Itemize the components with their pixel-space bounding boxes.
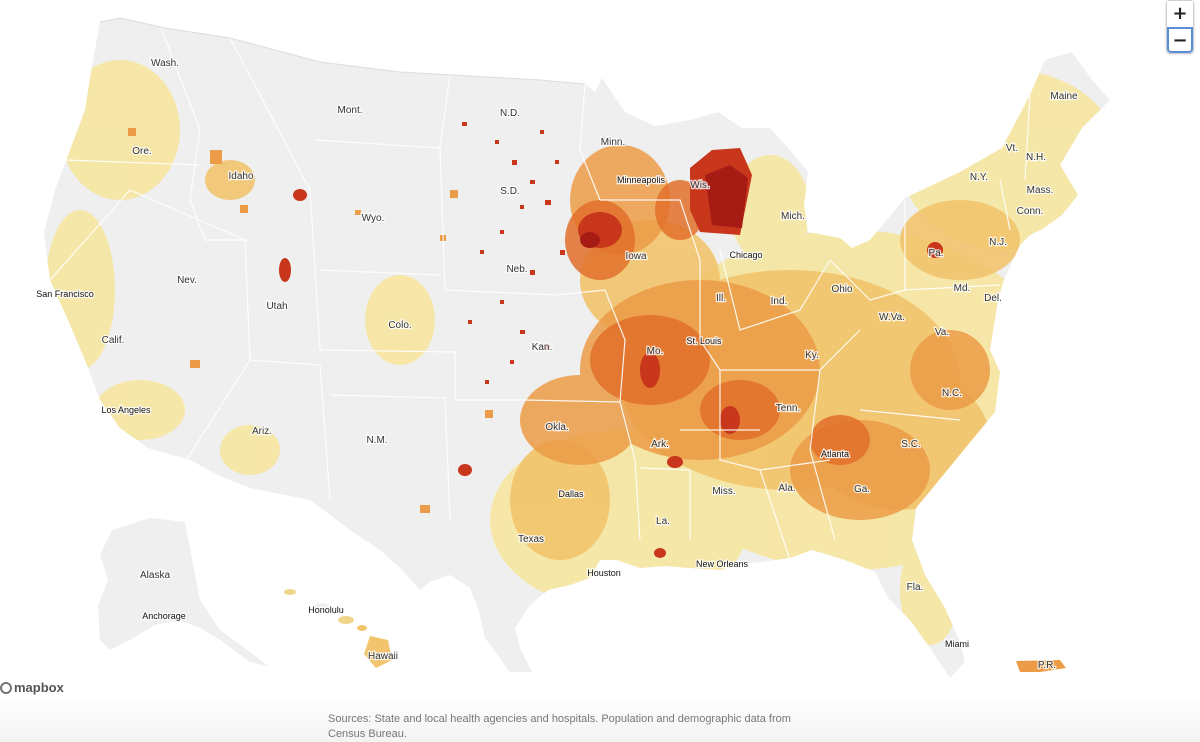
state-label: Wis. xyxy=(690,180,709,191)
state-labels: Wash. Ore. Idaho Mont. N.D. Minn. Wis. S… xyxy=(100,57,1079,673)
state-label: Mo. xyxy=(647,346,664,357)
city-label: Atlanta xyxy=(821,449,849,459)
state-label: Iowa xyxy=(625,251,647,262)
footer-band: Sources: State and local health agencies… xyxy=(0,702,1200,742)
city-label: Los Angeles xyxy=(101,405,151,415)
city-label: Dallas xyxy=(558,489,584,499)
city-label: Miami xyxy=(945,639,969,649)
state-label: Alaska xyxy=(140,570,170,581)
state-label: W.Va. xyxy=(879,312,905,323)
state-label: N.D. xyxy=(500,108,520,119)
state-label: Maine xyxy=(1050,91,1078,102)
state-label: Idaho xyxy=(228,171,253,182)
state-label: Minn. xyxy=(601,137,625,148)
state-label: Ariz. xyxy=(252,426,272,437)
state-label: Neb. xyxy=(506,264,527,275)
state-label: Conn. xyxy=(1017,206,1044,217)
source-note: Sources: State and local health agencies… xyxy=(328,713,791,740)
mapbox-wordmark: mapbox xyxy=(14,680,64,695)
state-label: Mont. xyxy=(337,105,362,116)
zoom-control: + − xyxy=(1166,0,1194,54)
state-label: Ill. xyxy=(716,293,726,304)
state-label: Ohio xyxy=(831,284,853,295)
state-label: Wash. xyxy=(151,58,179,69)
zoom-in-button[interactable]: + xyxy=(1167,1,1193,27)
mapbox-logo-icon xyxy=(0,681,12,694)
state-label: Calif. xyxy=(102,335,125,346)
county-choropleth xyxy=(45,24,1110,645)
state-label: Tenn. xyxy=(776,403,800,414)
zoom-out-button[interactable]: − xyxy=(1167,27,1193,53)
state-label: Ala. xyxy=(778,483,795,494)
state-label: Del. xyxy=(984,293,1002,304)
state-label: N.C. xyxy=(942,388,962,399)
state-label: Ind. xyxy=(771,296,788,307)
puerto-rico xyxy=(1016,660,1066,672)
us-county-map[interactable]: Wash. Ore. Idaho Mont. N.D. Minn. Wis. S… xyxy=(0,0,1200,700)
state-label: N.M. xyxy=(366,435,387,446)
state-label: Mass. xyxy=(1027,185,1054,196)
state-label: Kan. xyxy=(532,342,553,353)
state-label: Miss. xyxy=(712,486,735,497)
state-label: Wyo. xyxy=(362,213,385,224)
state-label: Hawaii xyxy=(368,651,398,662)
state-label: La. xyxy=(656,516,670,527)
state-label: Ky. xyxy=(805,350,819,361)
state-label: Colo. xyxy=(388,320,411,331)
city-label: Chicago xyxy=(729,250,762,260)
state-label: P.R. xyxy=(1038,660,1056,671)
state-label: Va. xyxy=(935,327,949,338)
state-label: Ore. xyxy=(132,146,151,157)
city-label: New Orleans xyxy=(696,559,749,569)
city-label: Honolulu xyxy=(308,605,344,615)
state-label: N.J. xyxy=(989,237,1007,248)
state-label: Okla. xyxy=(545,422,568,433)
city-label: Anchorage xyxy=(142,611,186,621)
hawaii-islands xyxy=(284,589,392,668)
state-label: Ark. xyxy=(651,439,669,450)
state-label: S.D. xyxy=(500,186,519,197)
state-label: S.C. xyxy=(901,439,920,450)
state-label: Md. xyxy=(954,283,971,294)
state-label: N.H. xyxy=(1026,152,1046,163)
state-label: Pa. xyxy=(928,248,943,259)
state-label: Texas xyxy=(518,534,544,545)
city-label: St. Louis xyxy=(686,336,722,346)
state-label: Mich. xyxy=(781,211,805,222)
city-label: San Francisco xyxy=(36,289,94,299)
state-label: N.Y. xyxy=(970,172,988,183)
state-label: Utah xyxy=(266,301,287,312)
mapbox-attribution[interactable]: mapbox xyxy=(0,680,64,695)
alaska-landmass xyxy=(98,518,268,666)
state-label: Vt. xyxy=(1006,143,1018,154)
city-labels: San Francisco Los Angeles Minneapolis Ch… xyxy=(35,174,970,651)
city-label: Minneapolis xyxy=(617,175,666,185)
state-label: Nev. xyxy=(177,275,197,286)
state-label: Fla. xyxy=(907,582,924,593)
state-label: Ga. xyxy=(854,484,870,495)
city-label: Houston xyxy=(587,568,621,578)
